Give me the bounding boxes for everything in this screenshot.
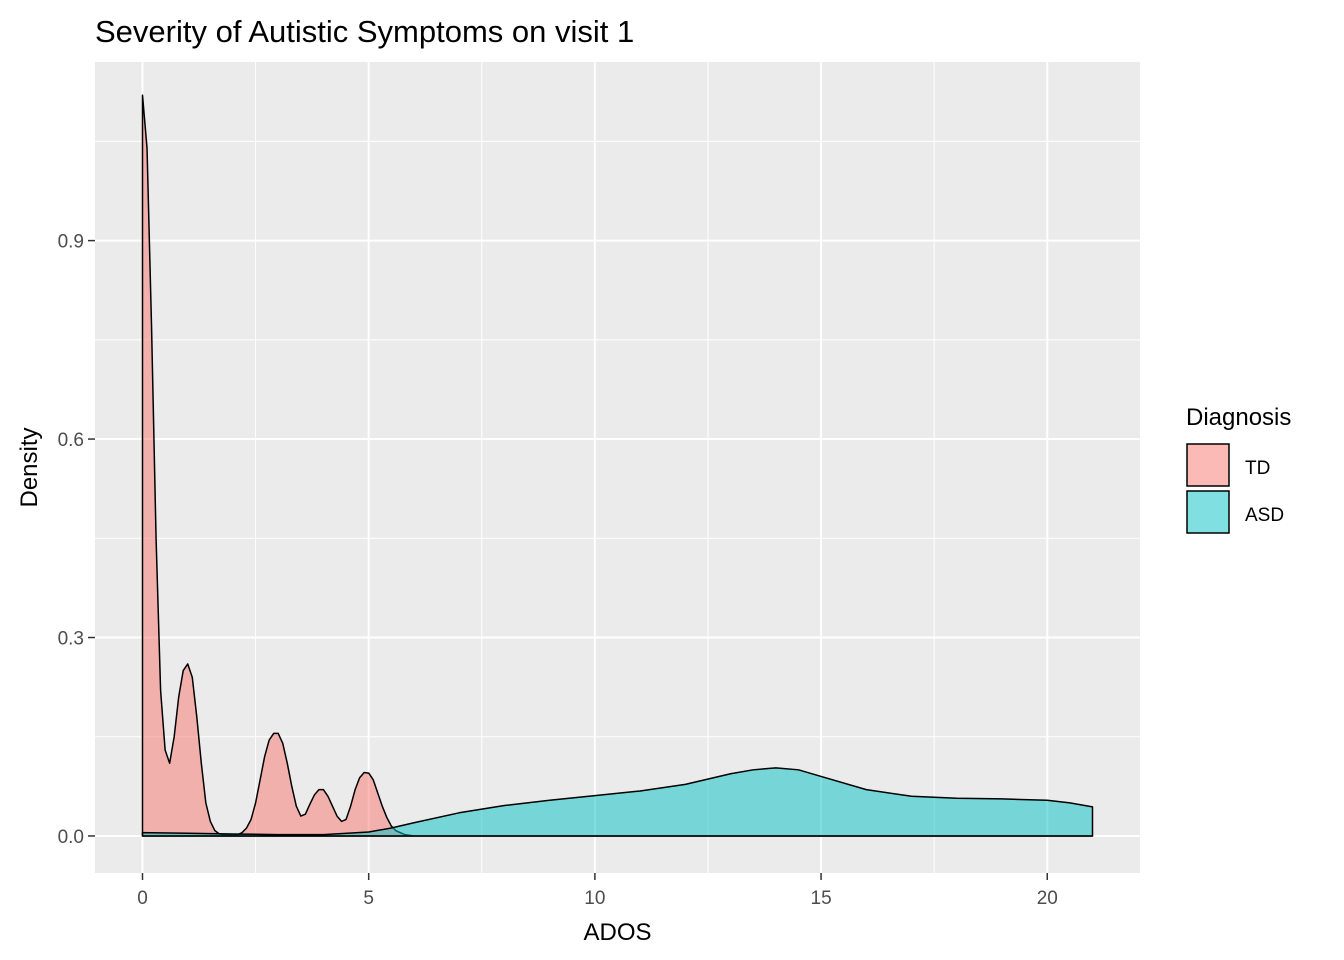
x-axis-ticks: 0 5 10 15 20 xyxy=(137,873,1058,909)
legend-title: Diagnosis xyxy=(1186,404,1291,431)
density-area-asd xyxy=(141,767,1094,837)
y-axis-ticks: 0.0 0.3 0.6 0.9 xyxy=(58,232,95,848)
legend-key-td xyxy=(1186,443,1230,487)
density-area-td xyxy=(141,94,1094,837)
x-tick-label: 20 xyxy=(1037,888,1058,909)
y-axis-label: Density xyxy=(16,427,43,507)
chart-title: Severity of Autistic Symptoms on visit 1 xyxy=(95,14,634,49)
legend-label-td: TD xyxy=(1245,458,1270,479)
plot-panel xyxy=(95,62,1140,873)
x-axis-label: ADOS xyxy=(583,919,651,946)
minor-gridlines xyxy=(95,62,1140,873)
legend-label-asd: ASD xyxy=(1245,505,1284,526)
legend-key-asd xyxy=(1186,490,1230,534)
y-tick-label: 0.0 xyxy=(58,827,84,848)
x-tick-label: 0 xyxy=(137,888,148,909)
legend: Diagnosis TD ASD xyxy=(1186,404,1291,534)
x-tick-label: 15 xyxy=(811,888,832,909)
density-areas xyxy=(141,94,1094,837)
y-tick-label: 0.9 xyxy=(58,232,84,253)
y-tick-label: 0.6 xyxy=(58,430,84,451)
x-tick-label: 10 xyxy=(584,888,605,909)
y-tick-label: 0.3 xyxy=(58,629,84,650)
x-tick-label: 5 xyxy=(363,888,374,909)
